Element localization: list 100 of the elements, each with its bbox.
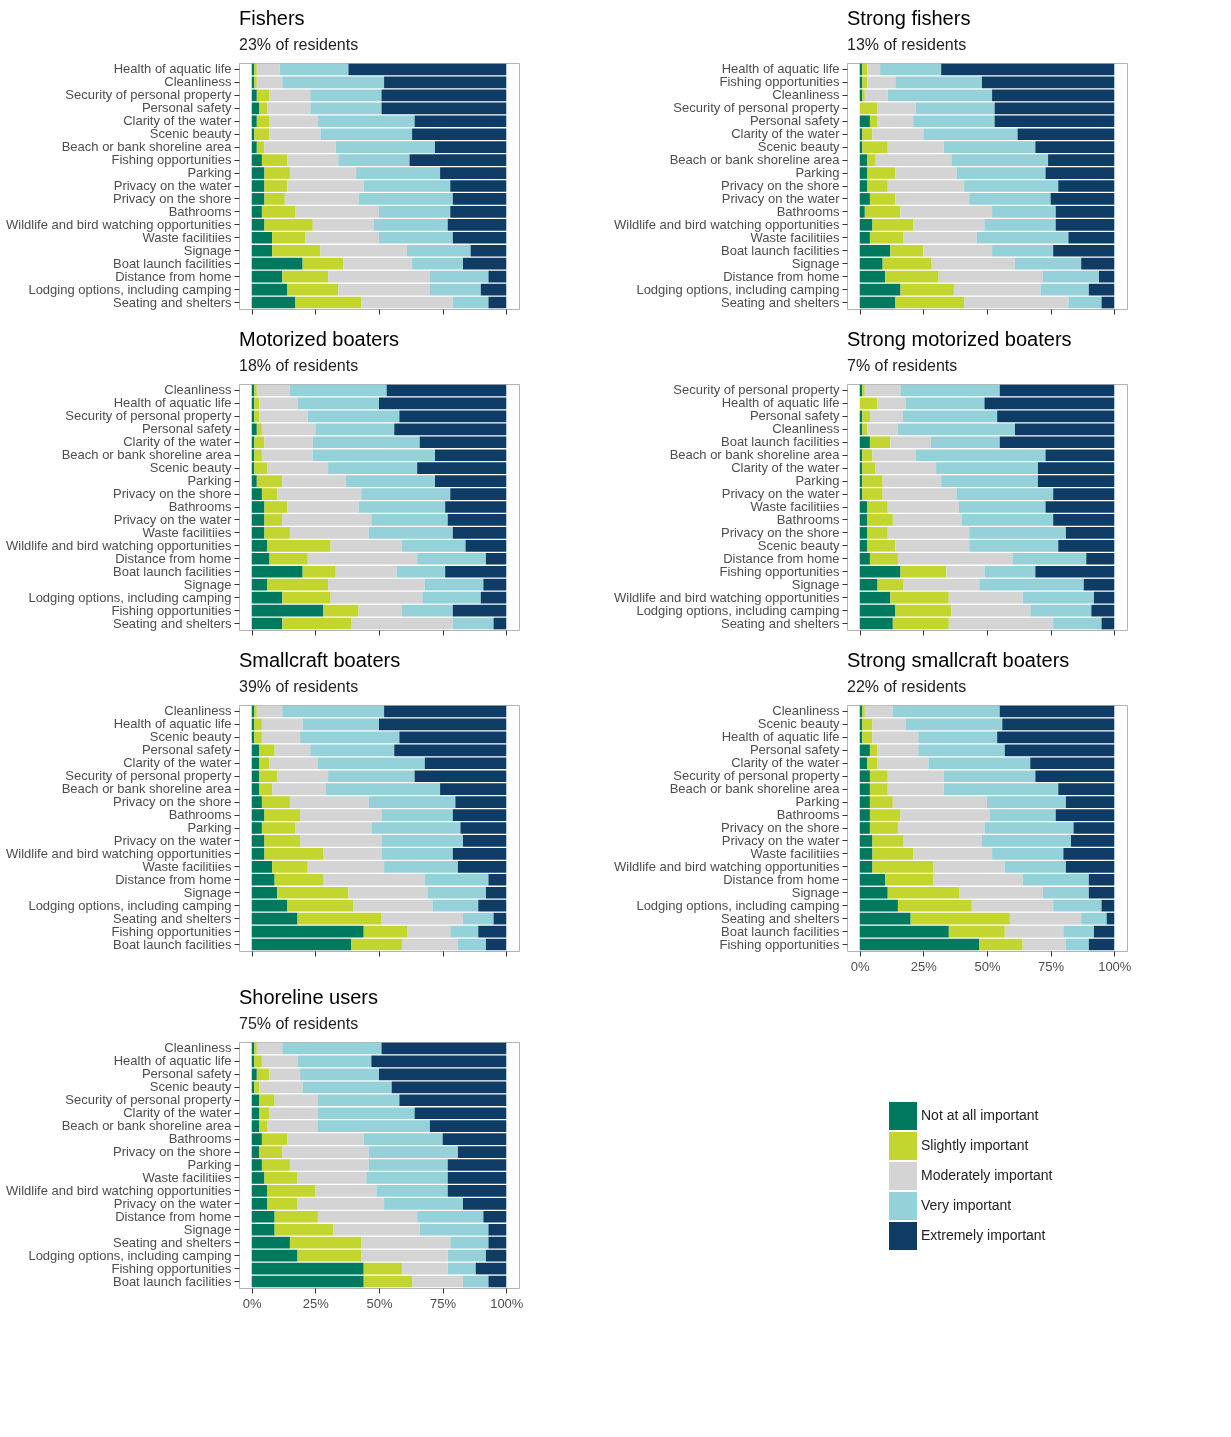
bar <box>363 1275 413 1288</box>
y-tick-label: Lodging options, including camping <box>636 281 840 297</box>
y-tick-label: Parking <box>187 473 232 489</box>
bar <box>279 63 349 76</box>
y-tick-label: Signage <box>183 1221 232 1237</box>
x-tick-label: 25% <box>302 1295 330 1311</box>
bar <box>895 296 965 309</box>
y-tick-label: Wildlife and bird watching opportunities <box>614 216 840 232</box>
bar <box>261 718 303 731</box>
y-tick-label: Parking <box>187 165 232 181</box>
bar <box>867 76 896 89</box>
bar <box>254 1055 262 1068</box>
x-tick-label: 50% <box>974 958 1001 974</box>
bar <box>282 705 385 718</box>
y-tick-label: Health of aquatic life <box>113 716 232 732</box>
bar <box>363 925 407 938</box>
bar <box>256 63 280 76</box>
bar <box>251 925 364 938</box>
x-tick-label: 100% <box>1098 958 1132 974</box>
y-tick-label: Signage <box>183 576 232 592</box>
bar <box>1065 938 1089 951</box>
bar <box>351 617 453 630</box>
y-tick-label: Bathrooms <box>168 1131 232 1147</box>
bar <box>361 296 453 309</box>
bar <box>859 925 949 938</box>
bar <box>401 1262 448 1275</box>
bar <box>251 617 283 630</box>
bar <box>859 296 896 309</box>
chart-subtitle: 23% of residents <box>239 35 359 53</box>
bar <box>905 397 985 410</box>
bar <box>251 938 351 951</box>
bar <box>401 938 458 951</box>
bar <box>999 705 1115 718</box>
y-tick-label: Wildlife and bird watching opportunities <box>6 537 232 553</box>
bar <box>381 1042 507 1055</box>
y-tick-label: Boat launch facilities <box>720 242 840 258</box>
bar <box>256 76 283 89</box>
x-tick-label: 25% <box>910 958 938 974</box>
y-tick-label: Clarity of the water <box>731 460 841 476</box>
y-tick-label: Distance from home <box>115 268 232 284</box>
bar <box>302 718 379 731</box>
y-tick-label: Privacy on the shore <box>720 524 840 540</box>
legend-label: Moderately important <box>921 1167 1053 1183</box>
bar <box>999 384 1115 397</box>
x-tick-label: 75% <box>1038 958 1065 974</box>
bar <box>892 617 949 630</box>
bar <box>862 718 873 731</box>
bar <box>480 283 507 296</box>
chart-title: Strong smallcraft boaters <box>847 648 1070 671</box>
bar <box>351 938 402 951</box>
bar <box>452 296 489 309</box>
bar <box>386 384 507 397</box>
y-tick-label: Bathrooms <box>168 499 232 514</box>
y-tick-label: Cleanliness <box>772 703 840 719</box>
bar <box>867 63 881 76</box>
bar <box>251 283 288 296</box>
chart-title: Smallcraft boaters <box>239 648 401 671</box>
bar <box>895 76 982 89</box>
bar <box>452 604 507 617</box>
y-tick-label: Privacy on the water <box>113 511 233 527</box>
y-tick-label: Parking <box>795 794 840 810</box>
x-tick-label: 50% <box>366 1295 393 1311</box>
y-tick-label: Signage <box>791 255 840 271</box>
bar <box>1088 938 1115 951</box>
bar <box>979 938 1023 951</box>
bar <box>412 1275 463 1288</box>
y-tick-label: Wildlife and bird watching opportunities <box>614 858 840 874</box>
chart-title: Shoreline users <box>239 985 378 1008</box>
y-tick-label: Bathrooms <box>168 807 232 823</box>
y-tick-label: Parking <box>795 165 840 181</box>
bar <box>251 1275 364 1288</box>
bar <box>450 925 479 938</box>
bar <box>379 397 507 410</box>
chart-title: Fishers <box>239 6 305 29</box>
x-tick-label: 0% <box>850 958 871 974</box>
chart-subtitle: 75% of residents <box>239 1014 359 1032</box>
x-tick-label: 0% <box>242 1295 263 1311</box>
bar <box>862 76 868 89</box>
y-tick-label: Bathrooms <box>776 511 840 527</box>
y-tick-label: Lodging options, including camping <box>28 281 232 297</box>
bar <box>289 384 387 397</box>
bar <box>859 938 980 951</box>
bar <box>256 705 283 718</box>
y-tick-label: Signage <box>183 884 232 900</box>
bar <box>429 283 481 296</box>
y-tick-label: Signage <box>791 884 840 900</box>
bar <box>900 384 1000 397</box>
bar <box>401 604 453 617</box>
y-tick-label: Wildlife and bird watching opportunities <box>6 1182 232 1198</box>
y-tick-label: Privacy on the shore <box>720 178 840 193</box>
bar <box>475 1262 507 1275</box>
chart-title: Motorized boaters <box>239 327 400 350</box>
bar <box>379 718 507 731</box>
bar <box>1063 925 1094 938</box>
y-tick-label: Boat launch facilities <box>112 563 232 579</box>
y-tick-label: Wildlife and bird watching opportunities <box>6 216 232 232</box>
y-tick-label: Parking <box>187 1157 232 1172</box>
bar <box>1004 925 1064 938</box>
chart-subtitle: 18% of residents <box>239 356 359 374</box>
bar <box>371 1055 507 1068</box>
